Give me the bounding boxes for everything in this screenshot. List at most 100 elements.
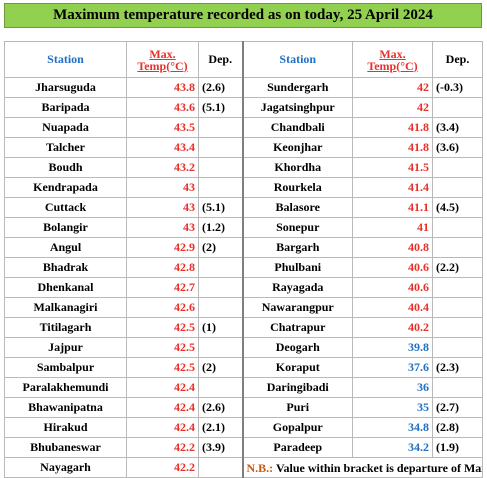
max-temp-value: 42.4	[126, 397, 199, 418]
departure-value: (2.8)	[432, 417, 483, 438]
station-name: Bargarh	[241, 237, 353, 258]
departure-value	[432, 237, 483, 258]
max-temp-value: 35	[352, 397, 433, 418]
header-temp-line2: Temp(°C)	[367, 58, 418, 73]
departure-value	[432, 97, 483, 118]
max-temp-value: 43	[126, 217, 199, 238]
max-temp-value: 41.8	[352, 117, 433, 138]
table-row: Bhadrak 42.8 Phulbani 40.6 (2.2)	[4, 257, 483, 278]
station-name: Rayagada	[241, 277, 353, 298]
departure-value: (5.1)	[198, 97, 243, 118]
station-name: Jagatsinghpur	[241, 97, 353, 118]
departure-value	[432, 317, 483, 338]
departure-value: (2)	[198, 237, 243, 258]
table-row: Bhubaneswar 42.2 (3.9) Paradeep 34.2 (1.9)	[4, 437, 483, 458]
station-name: Puri	[241, 397, 353, 418]
station-name: Dhenkanal	[4, 277, 127, 298]
station-name: Angul	[4, 237, 127, 258]
report-title: Maximum temperature recorded as on today…	[4, 3, 482, 28]
station-name: Chatrapur	[241, 317, 353, 338]
max-temp-value: 42.7	[126, 277, 199, 298]
departure-value: (3.4)	[432, 117, 483, 138]
departure-value	[198, 257, 243, 278]
max-temp-value: 41	[352, 217, 433, 238]
table-row: Kendrapada 43 Rourkela 41.4	[4, 177, 483, 198]
temperature-report: Maximum temperature recorded as on today…	[4, 3, 483, 478]
station-name: Deogarh	[241, 337, 353, 358]
table-row: Paralakhemundi 42.4 Daringibadi 36	[4, 377, 483, 398]
table-body: Jharsuguda 43.8 (2.6) Sundergarh 42 (-0.3) Bar…	[4, 77, 483, 478]
footnote-text: Value within bracket is departure of Max…	[275, 460, 482, 475]
table-row: Hirakud 42.4 (2.1) Gopalpur 34.8 (2.8)	[4, 417, 483, 438]
max-temp-value: 40.4	[352, 297, 433, 318]
departure-value	[198, 457, 243, 478]
max-temp-value: 42.6	[126, 297, 199, 318]
max-temp-value: 42.5	[126, 357, 199, 378]
table-row: Jajpur 42.5 Deogarh 39.8	[4, 337, 483, 358]
table-row: Boudh 43.2 Khordha 41.5	[4, 157, 483, 178]
header-dep-left: Dep.	[198, 41, 243, 78]
max-temp-value: 40.6	[352, 257, 433, 278]
departure-value: (1)	[198, 317, 243, 338]
table-row: Nuapada 43.5 Chandbali 41.8 (3.4)	[4, 117, 483, 138]
station-name: Boudh	[4, 157, 127, 178]
departure-value: (2.2)	[432, 257, 483, 278]
table-row: Sambalpur 42.5 (2) Koraput 37.6 (2.3)	[4, 357, 483, 378]
station-name: Daringibadi	[241, 377, 353, 398]
station-name: Bhawanipatna	[4, 397, 127, 418]
max-temp-value: 42.4	[126, 377, 199, 398]
departure-value	[432, 157, 483, 178]
station-name: Balasore	[241, 197, 353, 218]
departure-value: (2)	[198, 357, 243, 378]
table-row: Malkanagiri 42.6 Nawarangpur 40.4	[4, 297, 483, 318]
departure-value	[432, 177, 483, 198]
departure-value	[432, 217, 483, 238]
max-temp-value: 40.8	[352, 237, 433, 258]
station-name: Koraput	[241, 357, 353, 378]
header-dep-right: Dep.	[432, 41, 483, 78]
max-temp-value: 40.2	[352, 317, 433, 338]
table-row: Angul 42.9 (2) Bargarh 40.8	[4, 237, 483, 258]
max-temp-value: 42.5	[126, 337, 199, 358]
max-temp-value: 41.5	[352, 157, 433, 178]
max-temp-value: 42.4	[126, 417, 199, 438]
station-name: Khordha	[241, 157, 353, 178]
station-name: Baripada	[4, 97, 127, 118]
station-name: Phulbani	[241, 257, 353, 278]
departure-value	[432, 337, 483, 358]
station-name: Chandbali	[241, 117, 353, 138]
station-name: Nuapada	[4, 117, 127, 138]
departure-value	[198, 137, 243, 158]
max-temp-value: 42.8	[126, 257, 199, 278]
footnote-label: N.B.:	[246, 460, 274, 475]
departure-value: (5.1)	[198, 197, 243, 218]
max-temp-value: 37.6	[352, 357, 433, 378]
max-temp-value: 36	[352, 377, 433, 398]
departure-value	[198, 337, 243, 358]
header-temp-right: Max. Temp(°C)	[352, 41, 433, 78]
station-name: Bhubaneswar	[4, 437, 127, 458]
departure-value: (3.6)	[432, 137, 483, 158]
header-temp-line1: Max.	[149, 46, 176, 61]
max-temp-value: 43.2	[126, 157, 199, 178]
max-temp-value: 41.8	[352, 137, 433, 158]
station-name: Nawarangpur	[241, 297, 353, 318]
table-row: Talcher 43.4 Keonjhar 41.8 (3.6)	[4, 137, 483, 158]
max-temp-value: 34.8	[352, 417, 433, 438]
station-name: Bhadrak	[4, 257, 127, 278]
footnote: N.B.: Value within bracket is departure …	[241, 457, 483, 478]
station-name: Talcher	[4, 137, 127, 158]
departure-value: (2.3)	[432, 357, 483, 378]
departure-value	[198, 377, 243, 398]
departure-value: (1.9)	[432, 437, 483, 458]
table-row: Dhenkanal 42.7 Rayagada 40.6	[4, 277, 483, 298]
table-row: Bolangir 43 (1.2) Sonepur 41	[4, 217, 483, 238]
table-row: Jharsuguda 43.8 (2.6) Sundergarh 42 (-0.3)	[4, 77, 483, 98]
header-temp-line1: Max.	[379, 46, 406, 61]
table-row: Nayagarh 42.2 N.B.: Value within bracket i…	[4, 457, 483, 478]
departure-value	[432, 277, 483, 298]
table-row: Baripada 43.6 (5.1) Jagatsinghpur 42	[4, 97, 483, 118]
header-temp-left: Max. Temp(°C)	[126, 41, 199, 78]
table-row: Cuttack 43 (5.1) Balasore 41.1 (4.5)	[4, 197, 483, 218]
station-name: Malkanagiri	[4, 297, 127, 318]
